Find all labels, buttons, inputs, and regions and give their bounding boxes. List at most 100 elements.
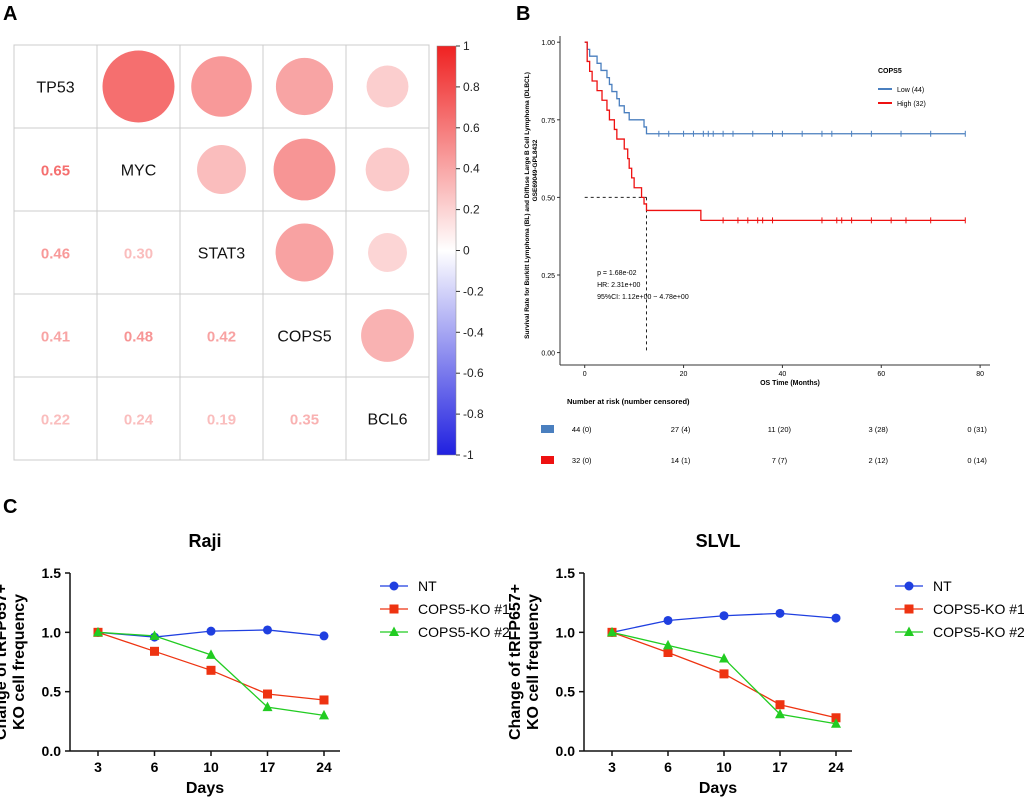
data-point: [93, 626, 103, 637]
y-tick-label: 0.0: [556, 743, 576, 759]
correlation-value: 0.19: [207, 412, 236, 429]
correlation-circle: [275, 223, 334, 282]
data-point: [319, 631, 329, 641]
data-point: [831, 613, 841, 623]
correlation-value: 0.48: [124, 329, 153, 346]
data-point: [607, 626, 617, 637]
x-tick-label: 6: [664, 759, 672, 775]
x-axis-title: Days: [186, 780, 224, 797]
risk-table-cell: 44 (0): [572, 425, 592, 434]
x-tick-label: 17: [772, 759, 788, 775]
correlation-circle: [366, 65, 409, 108]
data-point: [319, 695, 329, 705]
risk-table-swatch: [541, 425, 554, 433]
x-tick-label: 24: [316, 759, 332, 775]
gene-label: MYC: [121, 163, 157, 180]
risk-table-cell: 14 (1): [671, 456, 691, 465]
colorbar-tick-label: 0.6: [463, 121, 480, 135]
x-tick-label: 6: [151, 759, 159, 775]
data-point: [206, 649, 216, 659]
legend-label: COPS5-KO #1: [418, 601, 510, 617]
stat-annotation: p = 1.68e-02: [597, 270, 637, 277]
x-axis-title: Days: [699, 780, 737, 797]
correlation-value: 0.22: [41, 412, 70, 429]
x-tick-label: 0: [583, 371, 587, 378]
colorbar-tick-label: -0.8: [463, 407, 484, 421]
x-tick-label: 3: [608, 759, 616, 775]
legend-marker: [904, 626, 914, 636]
x-tick-label: 80: [976, 371, 984, 378]
y-tick-label: 0.5: [42, 684, 62, 700]
colorbar-tick-label: 1: [463, 39, 470, 53]
survival-curve: [584, 41, 966, 222]
colorbar-tick-label: 0.4: [463, 162, 480, 176]
risk-table-cell: 32 (0): [572, 456, 592, 465]
risk-table-cell: 3 (28): [868, 425, 888, 434]
gene-label: BCL6: [367, 412, 407, 429]
correlation-value: 0.24: [124, 412, 154, 429]
risk-table-title: Number at risk (number censored): [567, 397, 690, 406]
x-axis-title: OS Time (Months): [760, 380, 820, 387]
risk-table-cell: 11 (20): [768, 425, 792, 434]
risk-table-cell: 2 (12): [868, 456, 888, 465]
colorbar: [436, 45, 457, 456]
data-point: [775, 608, 785, 618]
y-tick-label: 1.00: [541, 40, 555, 47]
y-axis-title: Change of tRFP657+: [507, 584, 524, 740]
legend-label: NT: [418, 578, 437, 594]
x-tick-label: 24: [828, 759, 844, 775]
y-tick-label: 0.50: [541, 195, 555, 202]
gene-label: COPS5: [277, 329, 331, 346]
x-tick-label: 3: [94, 759, 102, 775]
y-tick-label: 0.5: [556, 684, 576, 700]
legend-marker: [389, 626, 399, 636]
stat-annotation: HR: 2.31e+00: [597, 282, 640, 289]
legend-label: Low (44): [897, 87, 924, 94]
y-tick-label: 1.5: [42, 565, 62, 581]
stat-annotation: 95%CI: 1.12e+00 ~ 4.78e+00: [597, 294, 689, 301]
data-point: [719, 652, 729, 663]
data-point: [663, 615, 673, 625]
data-point: [150, 646, 159, 656]
data-point: [663, 639, 673, 650]
panel-label-c: C: [3, 496, 17, 518]
risk-table-cell: 27 (4): [671, 425, 691, 434]
correlation-circle: [275, 57, 334, 116]
chart-title: Raji: [188, 531, 221, 551]
legend-label: NT: [933, 578, 952, 594]
correlation-value: 0.35: [290, 412, 319, 429]
survival-curve: [584, 41, 966, 135]
gene-label: STAT3: [198, 246, 246, 263]
colorbar-tick-label: 0: [463, 244, 470, 258]
y-axis-title-2: GSE69049-GPL8432: [532, 139, 539, 201]
y-axis-title-2: KO cell frequency: [525, 594, 542, 730]
y-tick-label: 0.75: [541, 118, 555, 125]
x-tick-label: 10: [203, 759, 219, 775]
correlation-circle: [361, 309, 414, 362]
y-tick-label: 1.0: [556, 624, 576, 640]
legend-label: High (32): [897, 101, 926, 108]
correlation-value: 0.41: [41, 329, 70, 346]
x-tick-label: 40: [779, 371, 787, 378]
colorbar-tick-label: -1: [463, 448, 474, 462]
data-point: [206, 626, 216, 636]
line-chart-raji: 0.0 0.5 1.0 1.5 3 6 10 17 24 Days Raji Change of tR…: [0, 531, 510, 797]
chart-title: SLVL: [696, 531, 741, 551]
correlation-value: 0.46: [41, 246, 70, 263]
y-tick-label: 1.0: [42, 624, 62, 640]
colorbar-tick-label: 0.2: [463, 203, 480, 217]
correlation-circle: [197, 145, 246, 194]
y-axis-title: Survival Rate for Burkitt Lymphoma (BL) …: [524, 72, 531, 339]
correlation-value: 0.65: [41, 163, 70, 180]
data-point: [262, 701, 273, 712]
correlation-circle: [365, 147, 410, 192]
colorbar-tick-label: -0.2: [463, 284, 484, 298]
y-axis-title-2: KO cell frequency: [11, 594, 28, 730]
legend-title: COPS5: [878, 68, 902, 75]
risk-table-cell: 0 (14): [967, 456, 987, 465]
data-point: [663, 648, 673, 658]
panel-label-b: B: [516, 3, 530, 25]
x-tick-label: 10: [716, 759, 732, 775]
